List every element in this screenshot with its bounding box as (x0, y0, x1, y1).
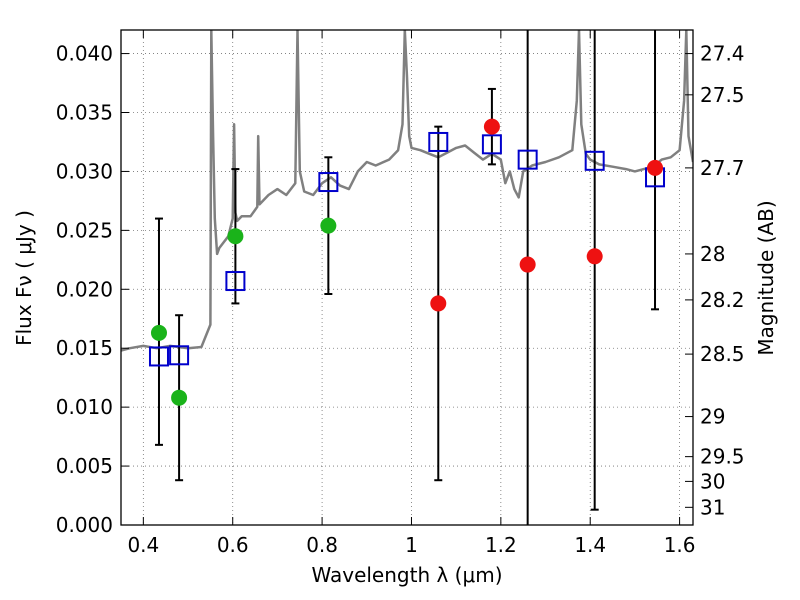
spectrum-line (121, 30, 693, 352)
wfc3-photometry-point (586, 248, 603, 265)
magnitude-tick-label: 28.5 (700, 342, 745, 366)
y-tick-label: 0.035 (56, 101, 113, 125)
x-tick-label: 1 (405, 533, 418, 557)
magnitude-tick-label: 29 (700, 405, 725, 429)
x-tick-label: 1.4 (574, 533, 606, 557)
y-tick-label: 0.020 (56, 277, 113, 301)
acs-photometry-point (150, 324, 167, 341)
magnitude-tick-label: 27.5 (700, 83, 745, 107)
y-tick-label: 0.015 (56, 336, 113, 360)
y-axis: 0.000 0.005 0.010 0.015 0.020 0.025 0.030 0.035… (56, 42, 129, 537)
magnitude-tick-label: 27.4 (700, 42, 745, 66)
y-tick-label: 0.000 (56, 513, 113, 537)
magnitude-tick-label: 29.5 (700, 445, 745, 469)
wfc3-photometry-point (647, 159, 664, 176)
model-photometry-square (584, 150, 605, 171)
x-axis: 0.4 0.6 0.8 1 1.2 1.4 1.6 (127, 30, 696, 557)
magnitude-tick-label: 27.7 (700, 156, 745, 180)
y-tick-label: 0.030 (56, 159, 113, 183)
plot-area (121, 30, 693, 525)
x-axis-title: Wavelength λ (μm) (311, 563, 502, 587)
wfc3-photometry-point (430, 295, 447, 312)
magnitude-tick-label: 30 (700, 469, 725, 493)
model-photometry-square (169, 345, 190, 366)
x-tick-label: 1.2 (485, 533, 517, 557)
x-tick-label: 0.6 (217, 533, 249, 557)
y-axis-title: Flux Fν ( μJy ) (12, 210, 36, 346)
y-tick-label: 0.040 (56, 42, 113, 66)
grid-lines (121, 30, 693, 525)
model-photometry-square (517, 149, 538, 170)
model-photometry-square (318, 172, 339, 193)
y-tick-label: 0.005 (56, 454, 113, 478)
magnitude-tick-label: 28.2 (700, 288, 745, 312)
model-photometry-square (428, 131, 449, 152)
magnitude-tick-label: 31 (700, 495, 725, 519)
y-tick-label: 0.010 (56, 395, 113, 419)
model-photometry-square (148, 346, 169, 367)
model-photometry-square (225, 271, 246, 292)
magnitude-tick-label: 28 (700, 242, 725, 266)
plot-frame (120, 29, 694, 526)
model-photometry-square (481, 134, 502, 155)
magnitude-axis-title: Magnitude (AB) (754, 200, 778, 355)
x-tick-label: 0.8 (306, 533, 338, 557)
x-tick-label: 1.6 (664, 533, 696, 557)
acs-photometry-point (320, 217, 337, 234)
acs-photometry-point (171, 389, 188, 406)
x-tick-label: 0.4 (127, 533, 159, 557)
acs-photometry-point (227, 228, 244, 245)
wfc3-photometry-point (519, 256, 536, 273)
y-tick-label: 0.025 (56, 218, 113, 242)
wfc3-photometry-point (483, 118, 500, 135)
